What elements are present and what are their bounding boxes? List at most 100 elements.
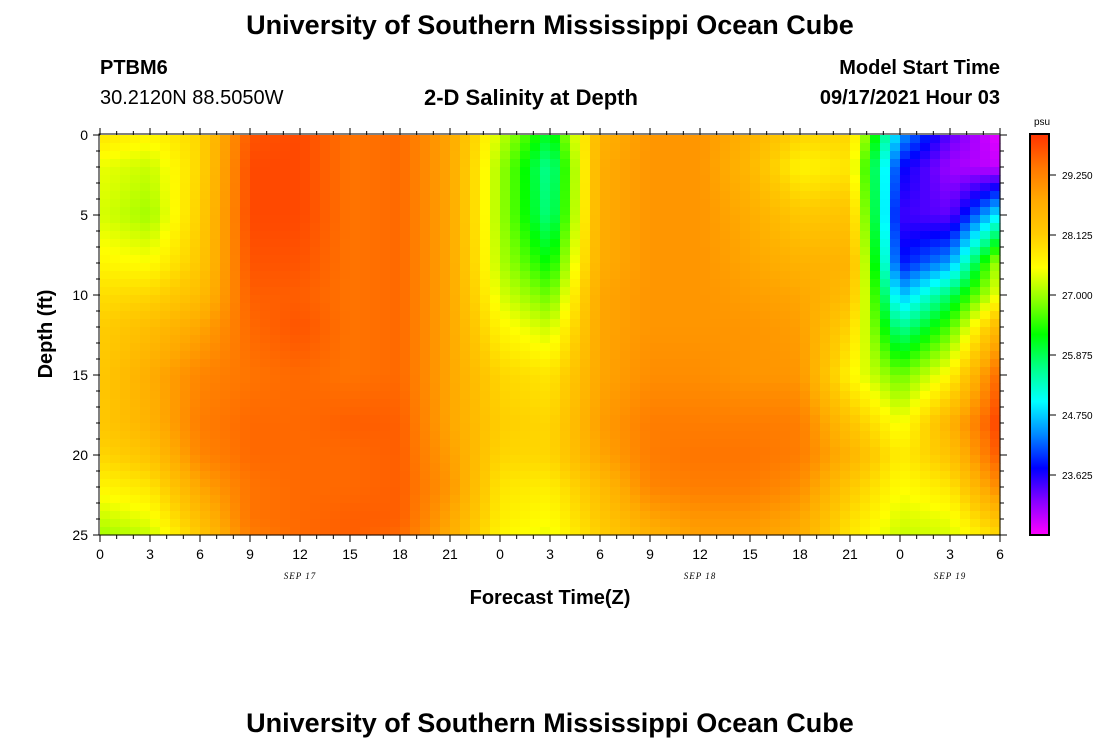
heatmap-cell xyxy=(920,447,931,456)
heatmap-cell xyxy=(490,423,501,432)
heatmap-cell xyxy=(740,247,751,256)
heatmap-cell xyxy=(270,319,281,328)
heatmap-cell xyxy=(310,439,321,448)
heatmap-cell xyxy=(280,263,291,272)
heatmap-cell xyxy=(910,527,921,536)
heatmap-cell xyxy=(940,391,951,400)
heatmap-cell xyxy=(860,231,871,240)
heatmap-cell xyxy=(330,151,341,160)
heatmap-cell xyxy=(630,335,641,344)
heatmap-cell xyxy=(890,279,901,288)
heatmap-cell xyxy=(870,447,881,456)
heatmap-cell xyxy=(440,311,451,320)
heatmap-cell xyxy=(360,519,371,528)
heatmap-cell xyxy=(930,399,941,408)
heatmap-cell xyxy=(920,231,931,240)
heatmap-cell xyxy=(940,367,951,376)
heatmap-cell xyxy=(190,391,201,400)
heatmap-cell xyxy=(290,311,301,320)
heatmap-cell xyxy=(390,463,401,472)
heatmap-cell xyxy=(640,495,651,504)
heatmap-cell xyxy=(200,439,211,448)
heatmap-cell xyxy=(970,287,981,296)
heatmap-cell xyxy=(120,495,131,504)
heatmap-cell xyxy=(390,479,401,488)
heatmap-cell xyxy=(600,303,611,312)
heatmap-cell xyxy=(820,199,831,208)
heatmap-cell xyxy=(990,151,1001,160)
heatmap-cell xyxy=(780,343,791,352)
heatmap-cell xyxy=(520,463,531,472)
heatmap-cell xyxy=(880,351,891,360)
heatmap-cell xyxy=(980,295,991,304)
heatmap-cell xyxy=(590,199,601,208)
heatmap-cell xyxy=(520,311,531,320)
heatmap-cell xyxy=(540,159,551,168)
heatmap-cell xyxy=(470,431,481,440)
heatmap-cell xyxy=(810,143,821,152)
heatmap-cell xyxy=(120,471,131,480)
heatmap-cell xyxy=(760,495,771,504)
heatmap-cell xyxy=(320,223,331,232)
heatmap-cell xyxy=(900,423,911,432)
heatmap-cell xyxy=(450,335,461,344)
heatmap-cell xyxy=(980,207,991,216)
heatmap-cell xyxy=(270,199,281,208)
heatmap-cell xyxy=(240,447,251,456)
heatmap-cell xyxy=(170,463,181,472)
heatmap-cell xyxy=(680,239,691,248)
heatmap-cell xyxy=(490,247,501,256)
heatmap-cell xyxy=(100,199,111,208)
heatmap-cell xyxy=(880,295,891,304)
heatmap-cell xyxy=(930,247,941,256)
heatmap-cell xyxy=(170,159,181,168)
heatmap-cell xyxy=(980,231,991,240)
heatmap-cell xyxy=(480,415,491,424)
heatmap-cell xyxy=(420,327,431,336)
heatmap-cell xyxy=(950,303,961,312)
heatmap-cell xyxy=(720,335,731,344)
heatmap-cell xyxy=(990,447,1001,456)
heatmap-cell xyxy=(410,255,421,264)
heatmap-cell xyxy=(990,135,1001,144)
heatmap-cell xyxy=(390,255,401,264)
heatmap-cell xyxy=(690,399,701,408)
heatmap-cell xyxy=(260,519,271,528)
heatmap-cell xyxy=(600,199,611,208)
heatmap-cell xyxy=(100,319,111,328)
heatmap-cell xyxy=(320,311,331,320)
heatmap-cell xyxy=(300,255,311,264)
heatmap-cell xyxy=(960,359,971,368)
heatmap-cell xyxy=(380,263,391,272)
heatmap-cell xyxy=(830,175,841,184)
heatmap-cell xyxy=(110,527,121,536)
heatmap-cell xyxy=(810,471,821,480)
heatmap-cell xyxy=(330,215,341,224)
heatmap-cell xyxy=(570,343,581,352)
heatmap-cell xyxy=(730,191,741,200)
heatmap-cell xyxy=(380,303,391,312)
heatmap-cell xyxy=(650,191,661,200)
heatmap-cell xyxy=(520,215,531,224)
heatmap-cell xyxy=(690,135,701,144)
plot-title: 2-D Salinity at Depth xyxy=(424,85,638,110)
heatmap-cell xyxy=(110,343,121,352)
heatmap-cell xyxy=(850,479,861,488)
heatmap-cell xyxy=(720,415,731,424)
heatmap-cell xyxy=(550,359,561,368)
heatmap-cell xyxy=(320,199,331,208)
heatmap-cell xyxy=(760,431,771,440)
heatmap-cell xyxy=(610,511,621,520)
heatmap-cell xyxy=(890,351,901,360)
heatmap-cell xyxy=(990,199,1001,208)
heatmap-cell xyxy=(370,263,381,272)
heatmap-cell xyxy=(340,199,351,208)
heatmap-cell xyxy=(190,295,201,304)
heatmap-cell xyxy=(540,295,551,304)
heatmap-cell xyxy=(550,423,561,432)
heatmap-cell xyxy=(710,263,721,272)
heatmap-cell xyxy=(880,495,891,504)
heatmap-cell xyxy=(540,183,551,192)
heatmap-cell xyxy=(970,463,981,472)
heatmap-cell xyxy=(650,319,661,328)
